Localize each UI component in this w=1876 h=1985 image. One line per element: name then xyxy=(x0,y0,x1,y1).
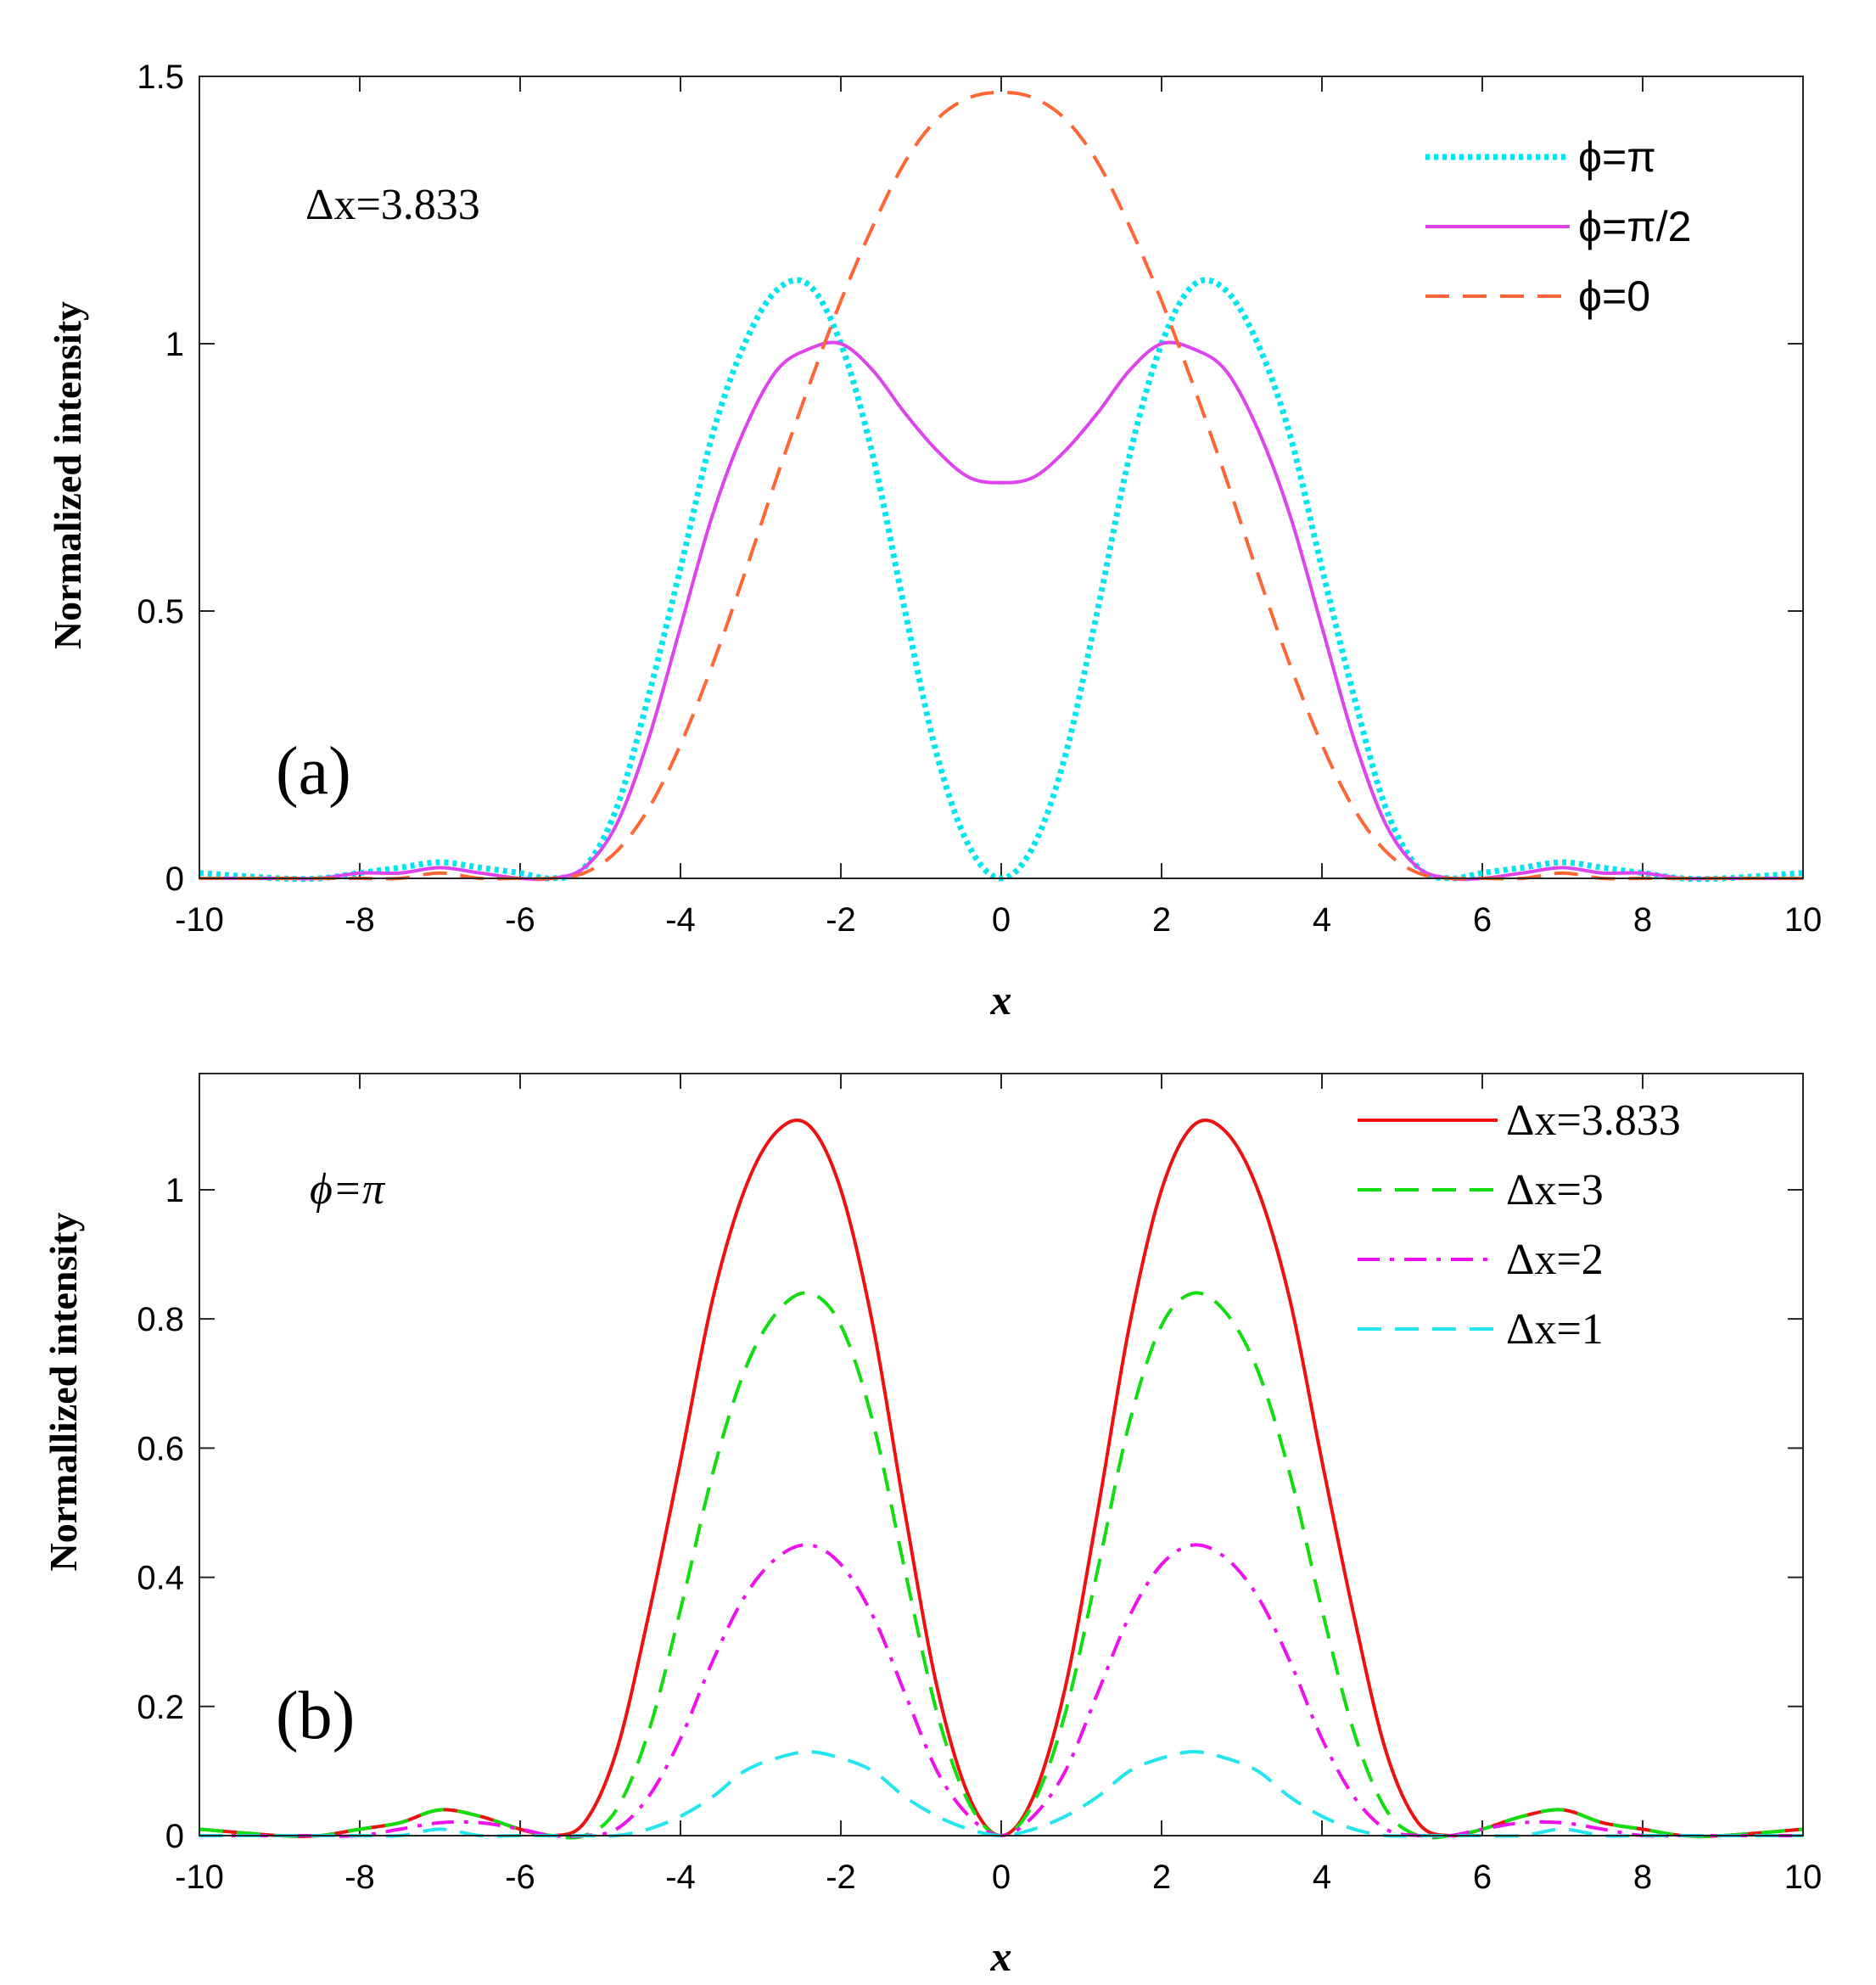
x-tick-label: 0 xyxy=(992,1859,1011,1896)
x-tick-label: -8 xyxy=(344,1859,375,1896)
x-tick-label: 4 xyxy=(1313,1859,1331,1896)
y-tick-label: 1 xyxy=(165,326,184,363)
y-tick-label: 0 xyxy=(165,861,184,898)
x-tick-label: -10 xyxy=(175,1859,224,1896)
panel-b-xlabel: x xyxy=(990,1932,1012,1980)
x-tick-label: 6 xyxy=(1473,1859,1492,1896)
x-tick-label: -2 xyxy=(826,901,856,939)
x-tick-label: -6 xyxy=(505,901,535,939)
panel-b-frame xyxy=(199,1073,1804,1836)
y-tick-label: 1.5 xyxy=(137,59,184,96)
x-tick-label: 2 xyxy=(1152,1859,1171,1896)
y-tick-label: 0.5 xyxy=(137,593,184,631)
x-tick-label: 8 xyxy=(1633,1859,1652,1896)
panel-b-annotation: ϕ=π xyxy=(310,1165,386,1214)
panel-a-label: (a) xyxy=(276,734,351,809)
x-tick-label: 10 xyxy=(1784,901,1823,939)
panel-a-ylabel: Normalized intensity xyxy=(46,301,89,649)
x-tick-label: 6 xyxy=(1473,901,1492,939)
panel-a-xlabel: x xyxy=(990,976,1012,1023)
y-tick-label: 0.4 xyxy=(137,1560,184,1597)
panel-b-series xyxy=(199,1118,1804,1840)
x-tick-label: 8 xyxy=(1633,901,1652,939)
series-line-3 xyxy=(199,1543,1803,1838)
panel-b-label: (b) xyxy=(276,1679,355,1753)
panel-a-axes: -10 -8 -6 -4 -2 0 2 4 6 8 10 0 0.5 1 1.5 xyxy=(137,59,1822,939)
x-tick-label: -8 xyxy=(344,901,375,939)
series-line-1 xyxy=(199,277,1804,883)
panel-a-frame xyxy=(199,76,1804,879)
legend-label: ϕ=0 xyxy=(1578,272,1650,320)
legend-label: ϕ=π xyxy=(1578,133,1656,181)
y-tick-label: 0.2 xyxy=(137,1689,184,1726)
legend-label: Δx=3 xyxy=(1506,1166,1604,1214)
y-tick-label: 0 xyxy=(165,1818,184,1855)
y-tick-label: 0.6 xyxy=(137,1430,184,1467)
panel-b: -10 -8 -6 -4 -2 0 2 4 6 8 10 0 0.2 0.4 0.6 0.8 1 ϕ=π (b)… xyxy=(42,1073,1822,1980)
x-tick-label: -10 xyxy=(175,901,224,939)
x-tick-label: -2 xyxy=(826,1859,856,1896)
panel-b-ylabel: Normallized intensity xyxy=(42,1213,85,1572)
y-tick-label: 1 xyxy=(165,1172,184,1209)
legend-label: Δx=2 xyxy=(1506,1236,1604,1284)
legend-label: Δx=1 xyxy=(1506,1305,1604,1354)
panel-a-annotation: Δx=3.833 xyxy=(305,181,480,229)
x-tick-label: -4 xyxy=(665,901,696,939)
legend-label: Δx=3.833 xyxy=(1506,1096,1681,1145)
x-tick-label: 10 xyxy=(1784,1859,1823,1896)
x-tick-label: 4 xyxy=(1313,901,1331,939)
series-line-1 xyxy=(199,1118,1804,1838)
panel-b-legend: Δx=3.833 Δx=3 Δx=2 Δx=1 xyxy=(1358,1096,1681,1354)
x-tick-label: -6 xyxy=(505,1859,535,1896)
x-tick-label: 2 xyxy=(1152,901,1171,939)
series-line-2 xyxy=(199,1291,1804,1840)
x-tick-label: 0 xyxy=(992,901,1011,939)
panel-a-legend: ϕ=π ϕ=π/2 ϕ=0 xyxy=(1425,133,1691,320)
x-tick-label: -4 xyxy=(665,1859,696,1896)
y-tick-label: 0.8 xyxy=(137,1301,184,1338)
series-line-2 xyxy=(199,340,1803,882)
legend-label: ϕ=π/2 xyxy=(1578,203,1691,250)
panel-b-axes: -10 -8 -6 -4 -2 0 2 4 6 8 10 0 0.2 0.4 0.6 0.8 1 xyxy=(137,1074,1822,1896)
